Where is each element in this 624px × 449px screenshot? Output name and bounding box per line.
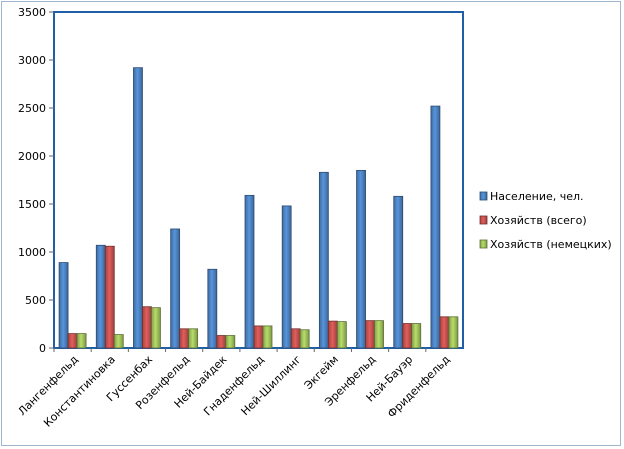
bar-3-8 — [336, 321, 347, 349]
bar-3-6 — [262, 325, 273, 349]
bar-3-10 — [411, 323, 422, 349]
legend-swatch — [479, 215, 488, 225]
y-axis: 0 500 1000 1500 2000 2500 3000 3500 — [18, 6, 54, 355]
bar-2-6 — [253, 325, 264, 349]
y-tick-label: 1000 — [18, 246, 46, 259]
y-tick-label: 3500 — [18, 6, 46, 19]
bar-2-10 — [402, 323, 413, 349]
bar-1-4 — [170, 228, 181, 349]
bar-1-7 — [281, 205, 292, 349]
legend-swatch — [479, 239, 488, 249]
bar-3-5 — [225, 335, 236, 349]
y-tick-label: 500 — [25, 294, 46, 307]
bars — [53, 67, 459, 352]
bar-1-2 — [95, 244, 106, 349]
bar-2-3 — [142, 306, 152, 349]
bar-3-7 — [299, 329, 310, 349]
y-tick-label: 1500 — [18, 198, 46, 211]
bar-1-11 — [430, 105, 441, 349]
bar-3-1 — [76, 333, 87, 349]
bar-1-10 — [393, 195, 404, 349]
bar-2-7 — [290, 328, 301, 349]
y-tick-label: 2000 — [18, 150, 46, 163]
bar-3-9 — [374, 320, 384, 349]
bar-2-11 — [439, 316, 450, 349]
y-tick-label: 3000 — [18, 54, 46, 67]
legend-label: Хозяйств (немецких) — [490, 238, 612, 251]
legend: Население, чел. Хозяйств (всего) Хозяйств … — [479, 190, 612, 251]
y-tick-label: 2500 — [18, 102, 46, 115]
bar-2-2 — [104, 245, 115, 349]
bar-1-6 — [244, 194, 255, 349]
bar-1-8 — [318, 171, 329, 349]
bar-2-1 — [67, 333, 78, 349]
bar-1-5 — [207, 268, 218, 349]
bar-3-4 — [188, 328, 199, 349]
y-tick-label: 0 — [39, 342, 46, 355]
bar-2-5 — [216, 335, 227, 349]
bar-2-9 — [365, 320, 375, 349]
bar-2-8 — [327, 320, 338, 349]
bar-3-3 — [151, 307, 161, 349]
bar-1-1 — [58, 262, 69, 349]
bar-1-9 — [356, 169, 366, 349]
bar-2-4 — [179, 328, 190, 349]
legend-label: Хозяйств (всего) — [490, 214, 587, 227]
legend-label: Население, чел. — [490, 190, 584, 203]
legend-swatch — [479, 191, 488, 201]
bar-3-2 — [113, 334, 124, 349]
bar-3-11 — [448, 316, 459, 349]
x-axis-labels: ЛангенфельдКонстантиновкаГуссенбахРозенф… — [15, 353, 452, 430]
bar-1-3 — [133, 67, 143, 349]
